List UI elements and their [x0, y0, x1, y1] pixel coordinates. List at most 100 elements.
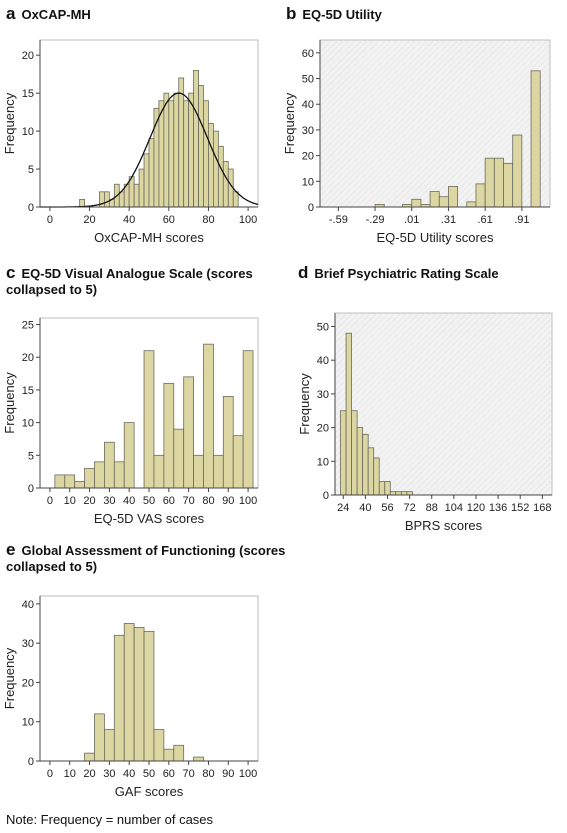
y-tick-label: 0	[28, 202, 34, 214]
y-axis-label: Frequency	[2, 372, 17, 434]
x-tick-label: 20	[83, 495, 95, 507]
x-tick-label: 70	[183, 768, 195, 780]
bar	[400, 491, 408, 496]
footnote: Note: Frequency = number of cases	[6, 812, 214, 827]
x-tick-label: 100	[239, 768, 257, 780]
y-tick-label: 20	[22, 677, 34, 689]
x-tick-label: 120	[467, 502, 485, 514]
x-axis-label: GAF scores	[115, 784, 184, 799]
bar	[411, 198, 422, 208]
panel-letter: d	[298, 263, 309, 282]
bar	[373, 457, 380, 496]
bar	[163, 748, 175, 762]
bar	[178, 77, 185, 208]
bar	[104, 729, 115, 762]
histogram-oxcap-mh: 0 5 10 15 20 0 20 40 60 80 100 OxCAP-MH scores Frequ…	[2, 39, 259, 245]
chart-title-line-2: collapsed to 5)	[6, 282, 98, 297]
chart-title: OxCAP-MH	[21, 7, 91, 22]
y-tick-label: 50	[302, 74, 314, 86]
x-axis-label: OxCAP-MH scores	[94, 230, 204, 245]
chart-title: EQ-5D Visual Analogue Scale (scores	[21, 266, 253, 281]
bar	[163, 92, 170, 208]
y-tick-label: 10	[22, 418, 34, 430]
y-tick-label: 40	[317, 355, 329, 367]
y-axis-label: Frequency	[2, 92, 17, 154]
x-tick-label: 100	[239, 495, 257, 507]
bar	[143, 350, 155, 489]
y-tick-label: 60	[302, 48, 314, 60]
bar	[183, 100, 190, 208]
x-tick-label: 60	[163, 768, 175, 780]
bar	[153, 454, 165, 489]
panel-letter: e	[6, 540, 16, 559]
bar	[362, 433, 369, 496]
bar	[193, 756, 204, 762]
x-tick-label: 10	[64, 768, 76, 780]
x-tick-label: .61	[478, 214, 493, 226]
x-tick-label: 30	[103, 768, 115, 780]
bar	[213, 454, 224, 489]
bar	[163, 382, 175, 489]
bar	[208, 123, 214, 208]
x-tick-label: 72	[404, 502, 416, 514]
histogram-gaf: 0 10 20 30 40 0 10 20 30 40 50 60 70 80 90 100 GAF score…	[2, 595, 259, 799]
bar	[484, 157, 495, 208]
bar	[143, 153, 150, 208]
chart-title: Global Assessment of Functioning (scores	[21, 543, 286, 558]
bar	[193, 69, 199, 208]
bars	[54, 343, 254, 489]
bar	[133, 183, 140, 208]
bar	[94, 461, 105, 489]
chart-title: EQ-5D Utility	[302, 7, 382, 22]
x-tick-label: 104	[445, 502, 463, 514]
x-tick-label: .01	[404, 214, 419, 226]
bar	[232, 435, 244, 489]
bar	[198, 85, 204, 208]
bar	[123, 422, 135, 489]
x-tick-label: 0	[47, 495, 53, 507]
x-axis-label: BPRS scores	[405, 518, 483, 533]
x-tick-label: 88	[426, 502, 438, 514]
bar	[173, 744, 185, 762]
bar	[466, 201, 477, 208]
bar	[118, 191, 125, 208]
bar	[133, 627, 145, 762]
histogram-bprs: 0 10 20 30 40 50 24 40 56 72 88 104 120 136 152 168 BPRS…	[297, 312, 553, 533]
y-tick-label: 15	[22, 385, 34, 397]
bar	[74, 481, 85, 489]
x-tick-label: 40	[123, 495, 135, 507]
bar	[153, 729, 165, 762]
x-tick-label: 60	[163, 214, 175, 226]
y-tick-label: 40	[22, 599, 34, 611]
panel-e-heading: e Global Assessment of Functioning (score…	[6, 540, 285, 560]
bar	[148, 138, 155, 208]
panel-letter: b	[286, 4, 297, 23]
bar	[384, 481, 391, 496]
y-tick-label: 25	[22, 320, 34, 332]
bar	[222, 396, 234, 489]
y-tick-label: 10	[22, 126, 34, 138]
bar	[503, 162, 514, 208]
bar	[104, 441, 115, 489]
x-tick-label: 70	[183, 495, 195, 507]
y-tick-label: 0	[308, 202, 314, 214]
bar	[512, 134, 523, 208]
bar	[429, 191, 440, 208]
bar	[222, 161, 229, 208]
x-tick-label: 20	[83, 214, 95, 226]
bar	[367, 447, 375, 496]
bar	[356, 427, 364, 496]
bar	[242, 350, 254, 489]
bar	[64, 474, 76, 489]
bar	[168, 100, 175, 208]
x-tick-label: 40	[123, 768, 135, 780]
bar	[143, 630, 155, 762]
bar	[232, 191, 239, 208]
bar	[213, 130, 219, 208]
bar	[493, 157, 504, 208]
bar	[123, 623, 135, 762]
x-tick-label: 90	[222, 495, 234, 507]
histogram-eq5d-vas: 0 5 10 15 20 25 0 10 20 30 40 50 60 70 80 90 100 EQ-5D VA…	[2, 317, 259, 526]
x-tick-label: 40	[123, 214, 135, 226]
bar	[84, 752, 95, 762]
